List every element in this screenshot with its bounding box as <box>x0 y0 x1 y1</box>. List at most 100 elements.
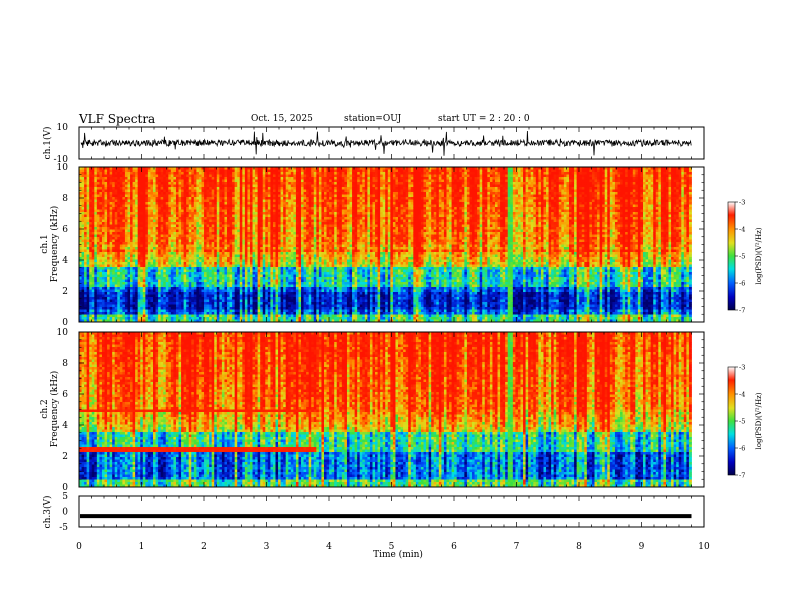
spectrogram-cell <box>193 169 197 173</box>
spectrogram-cell <box>150 307 154 310</box>
spectrogram-cell <box>165 274 169 278</box>
spectrogram-cell <box>255 209 259 213</box>
spectrogram-cell <box>244 222 248 225</box>
spectrogram-cell <box>112 267 116 270</box>
spectrogram-cell <box>214 192 218 195</box>
spectrogram-cell <box>224 179 228 183</box>
spectrogram-cell <box>219 297 223 300</box>
spectrogram-cell <box>109 179 113 183</box>
spectrogram-cell <box>278 259 282 263</box>
spectrogram-cell <box>153 227 156 230</box>
spectrogram-cell <box>278 247 282 250</box>
spectrogram-cell <box>79 234 82 238</box>
spectrogram-cell <box>101 184 105 188</box>
spectrogram-cell <box>221 184 225 188</box>
spectrogram-cell <box>104 224 108 228</box>
spectrogram-cell <box>140 297 144 300</box>
spectrogram-cell <box>86 179 90 183</box>
spectrogram-cell <box>153 169 156 173</box>
spectrogram-cell <box>242 302 246 305</box>
spectrogram-cell <box>216 309 220 313</box>
spectrogram-cell <box>119 172 123 175</box>
spectrogram-cell <box>173 167 177 170</box>
spectrogram-cell <box>181 297 185 300</box>
spectrogram-cell <box>119 252 123 255</box>
spectrogram-cell <box>214 174 218 178</box>
spectrogram-cell <box>234 309 238 313</box>
spectrogram-cell <box>155 179 159 183</box>
spectrogram-cell <box>142 319 146 322</box>
spectrogram-cell <box>214 309 218 313</box>
spectrogram-cell <box>247 172 251 175</box>
spectrogram-cell <box>178 282 182 285</box>
spectrogram-cell <box>99 224 103 228</box>
spectrogram-cell <box>153 259 156 263</box>
spectrogram-cell <box>96 242 100 245</box>
spectrogram-cell <box>260 279 264 283</box>
spectrogram-cell <box>91 179 95 183</box>
spectrogram-cell <box>229 272 233 275</box>
spectrogram-cell <box>232 217 236 220</box>
spectrogram-cell <box>206 167 210 170</box>
spectrogram-cell <box>127 197 131 200</box>
spectrogram-cell <box>229 177 233 180</box>
spectrogram-cell <box>147 279 151 283</box>
spectrogram-cell <box>181 237 185 240</box>
spectrogram-cell <box>265 277 269 280</box>
spectrogram-cell <box>119 249 123 253</box>
spectrogram-cell <box>99 197 103 200</box>
spectrogram-cell <box>99 219 103 223</box>
spectrogram-cell <box>142 177 146 180</box>
spectrogram-cell <box>255 259 259 263</box>
spectrogram-cell <box>209 282 213 285</box>
spectrogram-cell <box>158 234 162 238</box>
spectrogram-cell <box>178 289 182 293</box>
spectrogram-cell <box>227 207 230 210</box>
spectrogram-cell <box>237 267 241 270</box>
spectrogram-cell <box>99 249 103 253</box>
spectrogram-cell <box>132 314 136 318</box>
spectrogram-cell <box>96 282 100 285</box>
spectrogram-cell <box>145 232 149 235</box>
spectrogram-cell <box>234 247 238 250</box>
spectrogram-cell <box>278 292 282 295</box>
spectrogram-cell <box>237 192 241 195</box>
spectrogram-cell <box>117 207 121 210</box>
spectrogram-cell <box>191 189 195 193</box>
spectrogram-cell <box>140 299 144 303</box>
spectrogram-cell <box>107 244 111 248</box>
spectrogram-cell <box>89 257 93 260</box>
spectrogram-cell <box>255 289 259 293</box>
spectrogram-cell <box>193 184 197 188</box>
spectrogram-cell <box>99 272 103 275</box>
spectrogram-cell <box>178 199 182 203</box>
spectrogram-cell <box>278 252 282 255</box>
spectrogram-cell <box>267 239 271 243</box>
spectrogram-cell <box>278 174 282 178</box>
spectrogram-cell <box>173 212 177 215</box>
spectrogram-cell <box>117 224 121 228</box>
spectrogram-cell <box>183 224 187 228</box>
spectrogram-cell <box>117 247 121 250</box>
spectrogram-cell <box>163 177 167 180</box>
spectrogram-cell <box>204 297 207 300</box>
spectrogram-cell <box>183 184 187 188</box>
spectrogram-cell <box>127 194 131 198</box>
spectrogram-cell <box>168 282 172 285</box>
spectrogram-cell <box>173 182 177 185</box>
spectrogram-cell <box>201 184 205 188</box>
spectrogram-cell <box>104 214 108 218</box>
spectrogram-cell <box>237 277 241 280</box>
spectrogram-cell <box>155 262 159 265</box>
spectrogram-cell <box>175 194 179 198</box>
spectrogram-cell <box>150 227 154 230</box>
spectrogram-cell <box>211 252 215 255</box>
spectrogram-cell <box>244 249 248 253</box>
spectrogram-cell <box>81 239 85 243</box>
spectrogram-cell <box>145 304 149 308</box>
spectrogram-cell <box>224 254 228 258</box>
spectrogram-cell <box>216 169 220 173</box>
spectrogram-cell <box>234 189 238 193</box>
spectrogram-cell <box>101 237 105 240</box>
spectrogram-cell <box>137 209 141 213</box>
